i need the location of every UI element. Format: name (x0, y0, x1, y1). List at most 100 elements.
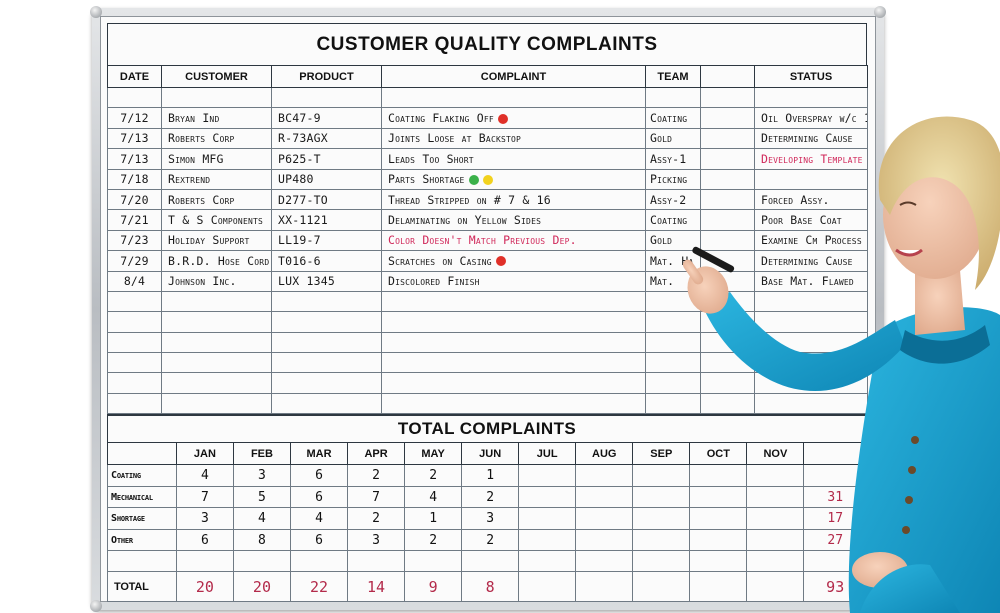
cell-extra (700, 168, 755, 190)
red-magnet-dot (495, 256, 506, 267)
cell-customer (161, 372, 272, 394)
month-count (518, 485, 577, 509)
product-text: XX-1121 (278, 213, 328, 228)
table-cell (107, 86, 162, 109)
yellow-magnet-dot (482, 174, 493, 185)
cell-team (645, 311, 701, 333)
cell-extra (700, 352, 755, 374)
cell-team: Gold (645, 229, 701, 252)
customer-text: B.R.D. Hose Cord (168, 253, 270, 268)
date-text: 7/12 (120, 111, 149, 126)
totals-row (107, 550, 867, 573)
complaint-text: Thread Stripped on # 7 & 16 (388, 192, 551, 207)
cell-complaint: Coating Flaking Off (381, 107, 646, 129)
complaint-text: Color Doesn't Match Previous Dep. (388, 233, 577, 248)
category-total (803, 550, 867, 573)
team-text: Coating (650, 111, 688, 126)
customer-text: Simon MFG (168, 151, 224, 166)
month-count: 2 (404, 528, 463, 552)
month-count (689, 507, 748, 530)
month-count (175, 550, 234, 573)
month-count (689, 485, 748, 509)
cell-team (645, 352, 701, 374)
month-count (632, 571, 691, 603)
cell-product (271, 290, 382, 313)
complaint-text: Coating Flaking Off (388, 111, 494, 126)
month-count (404, 550, 463, 573)
month-count: 3 (461, 507, 520, 530)
cell-product (271, 392, 382, 415)
date-text: 7/20 (120, 192, 149, 207)
month-count: 3 (232, 464, 291, 487)
cell-product: UP480 (271, 168, 382, 190)
month-count: 14 (347, 571, 406, 603)
month-header: OCT (689, 442, 748, 466)
table-row (107, 290, 868, 313)
cell-status: Base Mat. Flawed (754, 270, 868, 292)
totals-row: Other 6 8 6 3 2 2 27 (107, 528, 867, 552)
header-blank (700, 65, 755, 88)
date-text: 7/29 (120, 253, 149, 268)
frame-corner-cap (90, 600, 102, 612)
product-text: D277-TO (278, 192, 328, 207)
date-text: 7/18 (120, 172, 149, 187)
cell-product: R-73AGX (271, 127, 382, 150)
cell-customer (161, 311, 272, 333)
cell-customer: Holiday Support (161, 229, 272, 252)
month-count (746, 571, 805, 603)
status-text: Developing Template (761, 151, 863, 166)
month-count (746, 507, 805, 530)
cell-customer: Rextrend (161, 168, 272, 190)
complaints-grid: CUSTOMER QUALITY COMPLAINTS DATE CUSTOME… (107, 23, 868, 603)
cell-date: 7/13 (107, 127, 162, 150)
customer-text: Roberts Corp (168, 192, 235, 207)
status-text: Base Mat. Flawed (761, 274, 854, 289)
month-count: 1 (461, 464, 520, 487)
cell-extra (700, 331, 755, 354)
month-count (632, 507, 691, 530)
month-header: NOV (746, 442, 805, 466)
month-count (518, 528, 577, 552)
complaint-text: Parts Shortage (388, 172, 465, 187)
table-row (107, 331, 868, 354)
totals-row: Coating 4 3 6 2 2 1 (107, 464, 867, 487)
customer-text: Roberts Corp (168, 131, 235, 146)
product-text: T016-6 (278, 253, 321, 268)
complaints-table: DATE CUSTOMER PRODUCT COMPLAINT TEAM STA… (107, 65, 868, 415)
cell-product (271, 311, 382, 333)
header-complaint: COMPLAINT (381, 65, 646, 88)
category-total: 17 (803, 507, 867, 530)
cell-status: Oil Overspray w/c 17 (754, 107, 868, 129)
complaint-text: Joints Loose at Backstop (388, 131, 522, 146)
totals-row: Shortage 3 4 4 2 1 3 17 (107, 507, 867, 530)
month-count: 8 (232, 528, 291, 552)
date-text: 7/23 (120, 233, 149, 248)
cell-product (271, 352, 382, 374)
cell-complaint (381, 372, 646, 394)
cell-customer (161, 352, 272, 374)
cell-team: Picking (645, 168, 701, 190)
cell-date (107, 290, 162, 313)
month-count (689, 528, 748, 552)
cell-team: Gold (645, 127, 701, 150)
status-text: Determining Cause (761, 253, 853, 268)
cell-status (754, 290, 868, 313)
month-count: 7 (175, 485, 234, 509)
month-header (803, 442, 867, 466)
complaints-header-row: DATE CUSTOMER PRODUCT COMPLAINT TEAM STA… (107, 65, 868, 88)
cell-extra (700, 290, 755, 313)
month-count (632, 550, 691, 573)
product-text: R-73AGX (278, 131, 328, 146)
cell-customer: T & S Components (161, 209, 272, 231)
cell-date: 8/4 (107, 270, 162, 292)
month-count (746, 464, 805, 487)
table-row: 7/21 T & S Components XX-1121 Delaminating … (107, 209, 868, 231)
month-count (746, 485, 805, 509)
month-header: FEB (232, 442, 291, 466)
cell-complaint: Thread Stripped on # 7 & 16 (381, 188, 646, 211)
cell-extra (700, 311, 755, 333)
cell-team: Mat. (645, 270, 701, 292)
product-text: BC47-9 (278, 111, 321, 126)
month-count: 5 (232, 485, 291, 509)
month-count (689, 464, 748, 487)
